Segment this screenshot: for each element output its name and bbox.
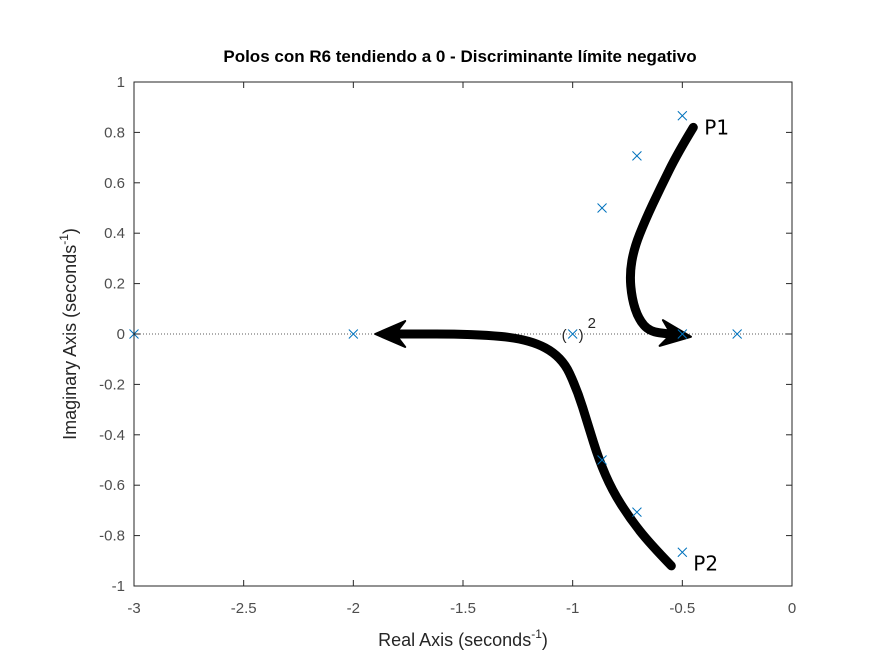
x-tick-label: -2 [347,600,360,617]
y-tick-label: 0.2 [104,276,125,293]
x-tick-label: -0.5 [669,600,695,617]
x-axis-label-end: ) [542,630,548,650]
pole-marker [677,547,688,558]
locus-path-p2 [392,329,676,571]
y-tick-label: -0.2 [99,376,125,393]
x-tick-label: -2.5 [231,600,257,617]
path-label-p1: P1 [704,115,729,139]
pole-marker [597,455,607,465]
axis-ticks: -3 -2.5 -2 -1.5 -1 -0.5 0 -1 -0.8 -0.6 -0.4 -0.2 0 0.… [99,74,796,617]
y-tick-label: -0.4 [99,427,125,444]
x-axis-label: Real Axis (seconds-1) [378,627,548,650]
y-axis-label-main: Imaginary Axis (seconds [60,245,80,440]
y-tick-label: 0.8 [104,124,125,141]
pole-marker [597,203,607,213]
x-tick-label: -1 [566,600,579,617]
multiplicity-close: ) [579,327,584,344]
y-tick-label: 0 [117,326,125,343]
y-tick-label: -0.8 [99,528,125,545]
locus-paths [374,122,698,571]
y-axis-label-sup: -1 [57,234,71,245]
path-label-p2: P2 [693,551,718,575]
multiplicity-open: ( [562,327,567,344]
pole-marker [732,329,743,339]
y-tick-label: 1 [117,74,125,91]
y-axis-label: Imaginary Axis (seconds-1) [57,228,80,440]
x-tick-label: -3 [127,600,140,617]
pole-marker [677,110,688,121]
pole-marker [348,329,359,339]
locus-path-p1 [625,122,698,339]
y-tick-label: 0.6 [104,175,125,192]
chart-title: Polos con R6 tendiendo a 0 - Discriminan… [223,47,696,66]
y-tick-label: -1 [112,578,125,595]
pole-marker [567,329,578,339]
pole-marker [677,329,688,339]
x-tick-label: -1.5 [450,600,476,617]
multiplicity-sup: 2 [588,315,596,332]
x-axis-label-sup: -1 [531,627,542,641]
pole-marker [632,507,642,518]
y-tick-label: -0.6 [99,477,125,494]
y-axis-label-end: ) [60,228,80,234]
x-axis-label-main: Real Axis (seconds [378,630,531,650]
x-tick-label: 0 [788,600,796,617]
arrowhead-p1 [658,319,692,347]
pole-marker [632,150,642,161]
arrowhead-p2 [374,320,407,348]
y-tick-label: 0.4 [104,225,125,242]
annotations: ()2 P1 P2 [562,115,729,575]
